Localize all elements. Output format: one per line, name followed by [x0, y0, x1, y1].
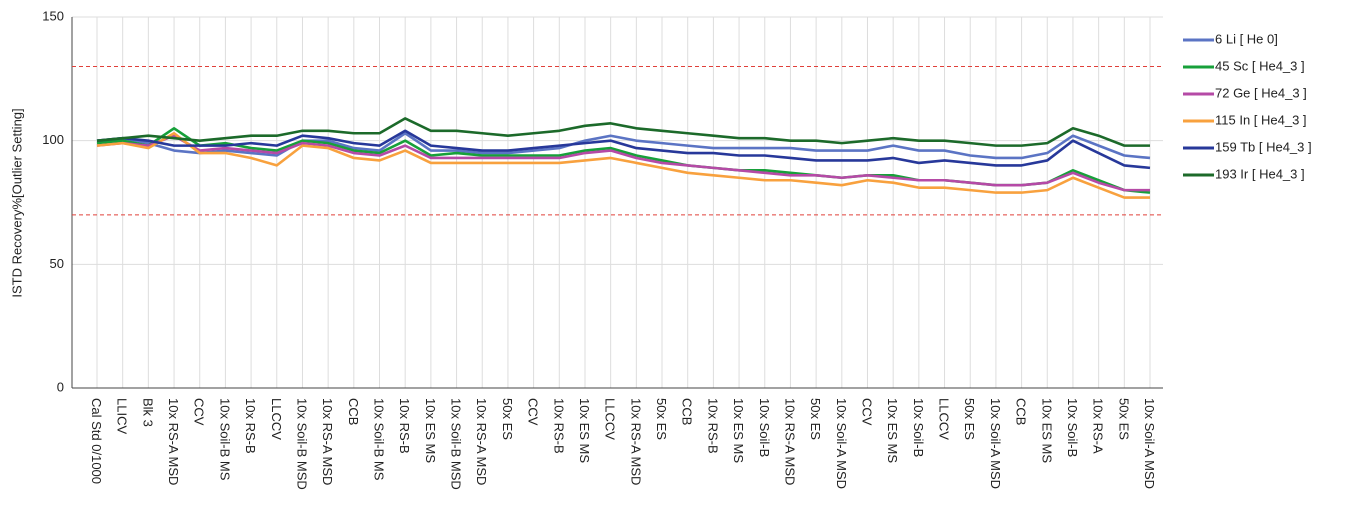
x-tick-label: CCB [680, 398, 695, 425]
x-tick-label: 10x Soil-B MSD [294, 398, 309, 490]
x-tick-label: 10x RS-A [1091, 398, 1106, 454]
legend-label: 159 Tb [ He4_3 ] [1215, 139, 1312, 154]
x-tick-label: 10x Soil-A MSD [1142, 398, 1157, 489]
x-tick-label: 10x ES MS [885, 398, 900, 463]
x-tick-label: 10x Soil-B [757, 398, 772, 457]
legend-label: 115 In [ He4_3 ] [1215, 112, 1307, 127]
series-line [96, 129, 1151, 170]
y-tick-label: 100 [42, 132, 64, 147]
x-tick-label: LLCCV [937, 398, 952, 440]
x-tick-label: CCV [859, 398, 874, 426]
legend-label: 6 Li [ He 0] [1215, 31, 1278, 46]
x-tick-label: 50x ES [500, 398, 515, 440]
x-tick-label: 50x ES [654, 398, 669, 440]
x-tick-label: 10x Soil-A MSD [834, 398, 849, 489]
x-tick-label: 10x RS-B [397, 398, 412, 454]
x-tick-label: 10x RS-A MSD [628, 398, 643, 485]
x-tick-label: 10x ES MS [423, 398, 438, 463]
x-tick-label: 10x RS-B [551, 398, 566, 454]
x-tick-label: 10x RS-B [705, 398, 720, 454]
legend-label: 72 Ge [ He4_3 ] [1215, 85, 1307, 100]
y-tick-label: 150 [42, 8, 64, 23]
x-tick-label: LLCCV [269, 398, 284, 440]
x-tick-label: 10x Soil-A MSD [988, 398, 1003, 489]
x-tick-label: CCB [346, 398, 361, 425]
x-tick-label: CCV [526, 398, 541, 426]
x-tick-label: 10x ES MS [577, 398, 592, 463]
x-tick-label: LLICV [115, 398, 130, 434]
series-line [96, 134, 1150, 192]
x-tick-label: 50x ES [962, 398, 977, 440]
x-tick-label: LLCCV [603, 398, 618, 440]
series-line [96, 131, 1151, 160]
y-tick-label: 50 [50, 256, 64, 271]
y-tick-label: 0 [57, 379, 64, 394]
x-tick-label: 10x Soil-B [911, 398, 926, 457]
x-tick-label: 10x Soil-B MSD [449, 398, 464, 490]
x-tick-label: 10x RS-A MSD [166, 398, 181, 485]
x-tick-label: 10x RS-B [243, 398, 258, 454]
x-tick-label: Blk 3 [140, 398, 155, 427]
x-tick-label: Cal Std 0/1000 [89, 398, 104, 484]
x-tick-label: 10x RS-A MSD [782, 398, 797, 485]
x-tick-label: 10x Soil-B MS [217, 398, 232, 481]
x-tick-label: CCV [192, 398, 207, 426]
legend-label: 45 Sc [ He4_3 ] [1215, 58, 1305, 73]
x-tick-label: 10x Soil-B MS [372, 398, 387, 481]
x-tick-label: 10x ES MS [1039, 398, 1054, 463]
legend-label: 193 Ir [ He4_3 ] [1215, 166, 1305, 181]
x-tick-label: 10x Soil-B [1065, 398, 1080, 457]
x-tick-label: 10x ES MS [731, 398, 746, 463]
x-tick-label: 10x RS-A MSD [474, 398, 489, 485]
y-axis-label: ISTD Recovery%[Outlier Setting] [9, 108, 24, 297]
x-tick-label: 50x ES [808, 398, 823, 440]
series-line [96, 117, 1150, 147]
x-tick-label: 10x RS-A MSD [320, 398, 335, 485]
series-line [96, 131, 1150, 199]
x-tick-label: 50x ES [1116, 398, 1131, 440]
x-tick-label: CCB [1014, 398, 1029, 425]
